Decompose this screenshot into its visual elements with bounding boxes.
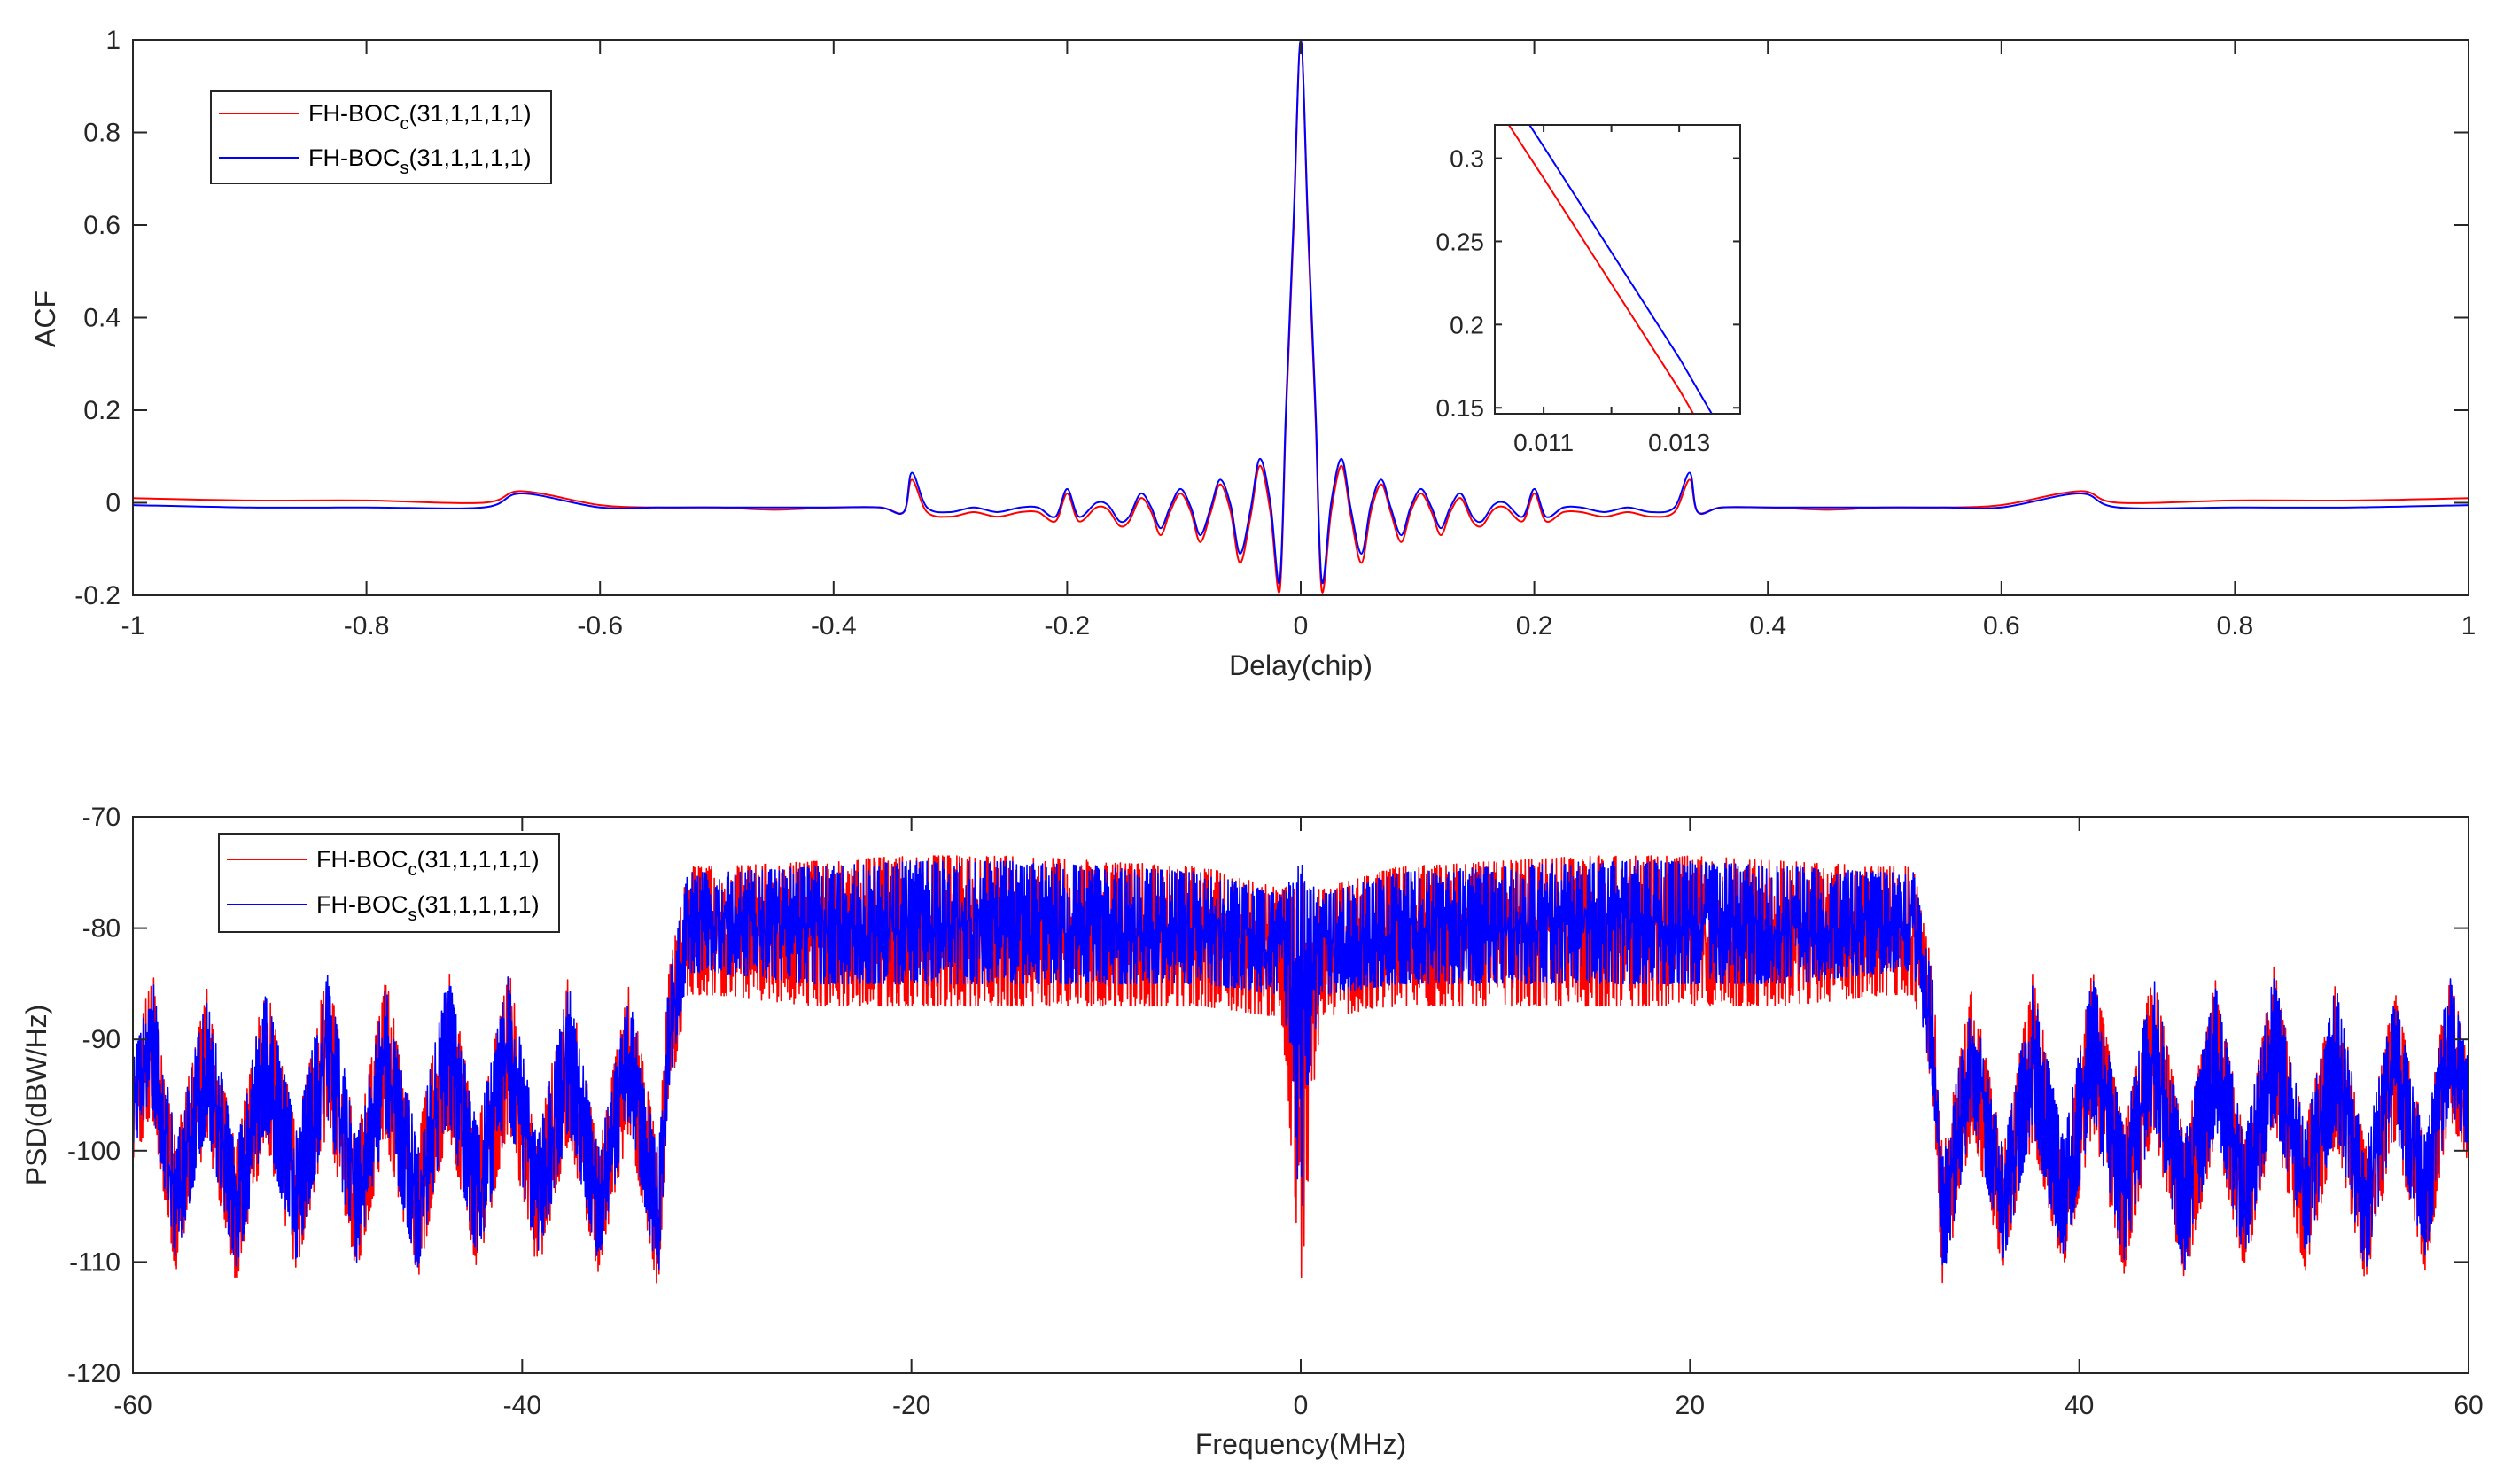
psd-series-line-s bbox=[133, 860, 2469, 1271]
acf-y-tick-label: 0.2 bbox=[83, 396, 121, 425]
psd-x-axis-label: Frequency(MHz) bbox=[1195, 1428, 1406, 1460]
acf-y-tick-label: 0.8 bbox=[83, 119, 121, 148]
psd-x-tick-label: 0 bbox=[1294, 1391, 1309, 1420]
psd-x-tick-label: -60 bbox=[113, 1391, 152, 1420]
acf-x-axis-label: Delay(chip) bbox=[1229, 649, 1373, 681]
psd-y-axis-label: PSD(dBW/Hz) bbox=[20, 1005, 52, 1185]
acf-x-tick-label: -0.8 bbox=[344, 611, 390, 641]
acf-y-tick-label: -0.2 bbox=[74, 581, 121, 610]
acf-y-tick-label: 0 bbox=[105, 489, 121, 518]
psd-y-tick-label: -120 bbox=[67, 1359, 121, 1388]
psd-chart: -60 -40 -20 0 20 40 60 -120 -110 -100 -90 -80 -70 Fr… bbox=[20, 803, 2484, 1460]
acf-legend-box bbox=[210, 90, 552, 184]
psd-y-tick-label: -110 bbox=[69, 1247, 121, 1277]
acf-series-group bbox=[133, 40, 2469, 594]
psd-x-tick-label: -20 bbox=[892, 1391, 930, 1420]
psd-legend: FH-BOCc(31,1,1,1,1) FH-BOCs(31,1,1,1,1) bbox=[218, 833, 560, 933]
acf-y-axis-label: ACF bbox=[29, 291, 61, 347]
psd-y-tick-label: -90 bbox=[82, 1025, 121, 1054]
psd-legend-label-c: FH-BOCc(31,1,1,1,1) bbox=[316, 846, 540, 880]
inset-plot-area bbox=[1495, 125, 1740, 414]
inset-y-tick-label: 0.25 bbox=[1436, 228, 1485, 255]
acf-x-tick-label: 0.4 bbox=[1749, 611, 1786, 641]
acf-legend-label-c: FH-BOCc(31,1,1,1,1) bbox=[308, 100, 532, 134]
acf-x-tick-label: -0.2 bbox=[1045, 611, 1091, 641]
acf-chart: -1 -0.8 -0.6 -0.4 -0.2 0 0.2 0.4 0.6 0.8 1 -0.2 0 0.2… bbox=[29, 26, 2476, 681]
psd-legend-label-s: FH-BOCs(31,1,1,1,1) bbox=[316, 891, 540, 925]
psd-x-tick-label: 60 bbox=[2453, 1391, 2483, 1420]
inset-axes: 0.011 0.013 0.15 0.2 0.25 0.3 bbox=[1436, 124, 1741, 456]
acf-x-tick-label: -0.4 bbox=[811, 611, 857, 641]
acf-x-tick-label: 0.2 bbox=[1516, 611, 1553, 641]
psd-legend-box bbox=[218, 833, 560, 933]
psd-x-tick-label: 20 bbox=[1676, 1391, 1705, 1420]
psd-y-tick-label: -100 bbox=[67, 1137, 121, 1166]
psd-x-tick-label: 40 bbox=[2065, 1391, 2094, 1420]
psd-series-group bbox=[133, 855, 2469, 1284]
psd-axes: -60 -40 -20 0 20 40 60 -120 -110 -100 -90 -80 -70 bbox=[67, 803, 2484, 1420]
acf-x-tick-label: -1 bbox=[121, 611, 145, 641]
acf-x-tick-label: 0.8 bbox=[2217, 611, 2254, 641]
acf-y-tick-label: 0.4 bbox=[83, 304, 121, 333]
acf-y-tick-label: 0.6 bbox=[83, 211, 121, 240]
acf-series-line-c bbox=[133, 40, 2469, 594]
acf-x-tick-label: 0 bbox=[1294, 611, 1309, 641]
psd-x-tick-label: -40 bbox=[503, 1391, 541, 1420]
acf-x-tick-label: 0.6 bbox=[1983, 611, 2020, 641]
inset-y-tick-label: 0.2 bbox=[1450, 311, 1484, 338]
acf-series-line-s bbox=[133, 40, 2469, 585]
acf-legend-label-s: FH-BOCs(31,1,1,1,1) bbox=[308, 144, 532, 178]
acf-x-tick-label: -0.6 bbox=[577, 611, 623, 641]
inset-x-tick-label: 0.013 bbox=[1648, 429, 1710, 456]
inset-y-tick-label: 0.3 bbox=[1450, 145, 1484, 173]
inset-x-tick-label: 0.011 bbox=[1513, 429, 1574, 456]
acf-x-tick-label: 1 bbox=[2461, 611, 2477, 641]
acf-inset: 0.011 0.013 0.15 0.2 0.25 0.3 bbox=[1436, 124, 1741, 456]
inset-y-tick-label: 0.15 bbox=[1436, 394, 1485, 422]
acf-legend: FH-BOCc(31,1,1,1,1) FH-BOCs(31,1,1,1,1) bbox=[210, 90, 552, 184]
acf-axes: -1 -0.8 -0.6 -0.4 -0.2 0 0.2 0.4 0.6 0.8 1 -0.2 0 0.2… bbox=[74, 26, 2476, 641]
acf-y-tick-label: 1 bbox=[105, 26, 121, 55]
psd-y-tick-label: -80 bbox=[82, 914, 121, 944]
psd-y-tick-label: -70 bbox=[82, 803, 121, 832]
inset-axes-box bbox=[1494, 124, 1741, 415]
